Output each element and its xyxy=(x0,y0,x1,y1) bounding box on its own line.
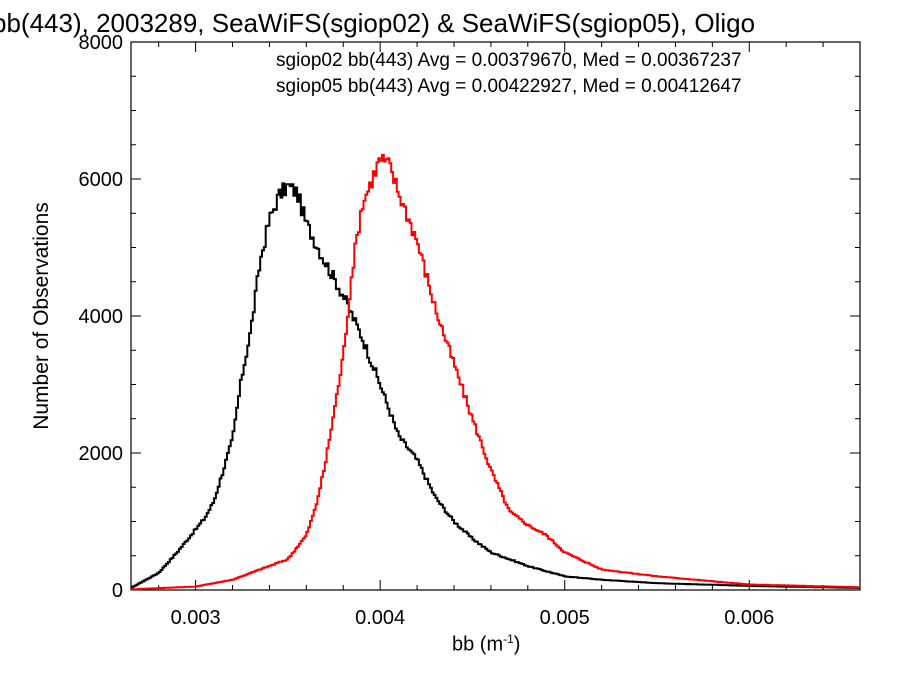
x-axis-label-prefix: bb (m xyxy=(452,633,504,656)
plot-layer: 0 2000 4000 6000 8000 0.003 0.004 0.005 0.006 xyxy=(79,32,861,629)
x-tick-label: 0.004 xyxy=(355,607,405,629)
y-axis-label: Number of Observations xyxy=(30,202,53,430)
x-tick-label: 0.006 xyxy=(724,607,774,629)
x-axis-label: bb (m-1) xyxy=(452,632,520,657)
legend-stat-sgiop05: sgiop05 bb(443) Avg = 0.00422927, Med = … xyxy=(276,76,742,97)
x-axis-label-suffix: ) xyxy=(513,633,521,656)
x-tick-label: 0.005 xyxy=(540,607,590,629)
series-line-0 xyxy=(131,182,860,589)
x-axis-label-exponent: -1 xyxy=(503,632,514,646)
x-tick-label: 0.003 xyxy=(171,607,221,629)
y-tick-label: 4000 xyxy=(79,306,124,328)
series-line-1 xyxy=(131,153,860,591)
plot-frame xyxy=(130,41,861,591)
y-tick-label: 8000 xyxy=(79,32,124,54)
legend-stat-sgiop02: sgiop02 bb(443) Avg = 0.00379670, Med = … xyxy=(276,50,742,71)
y-tick-label: 0 xyxy=(112,580,123,602)
chart-title: bb(443), 2003289, SeaWiFS(sgiop02) & Sea… xyxy=(0,8,756,38)
y-tick-label: 2000 xyxy=(79,443,124,465)
y-tick-label: 6000 xyxy=(79,169,124,191)
